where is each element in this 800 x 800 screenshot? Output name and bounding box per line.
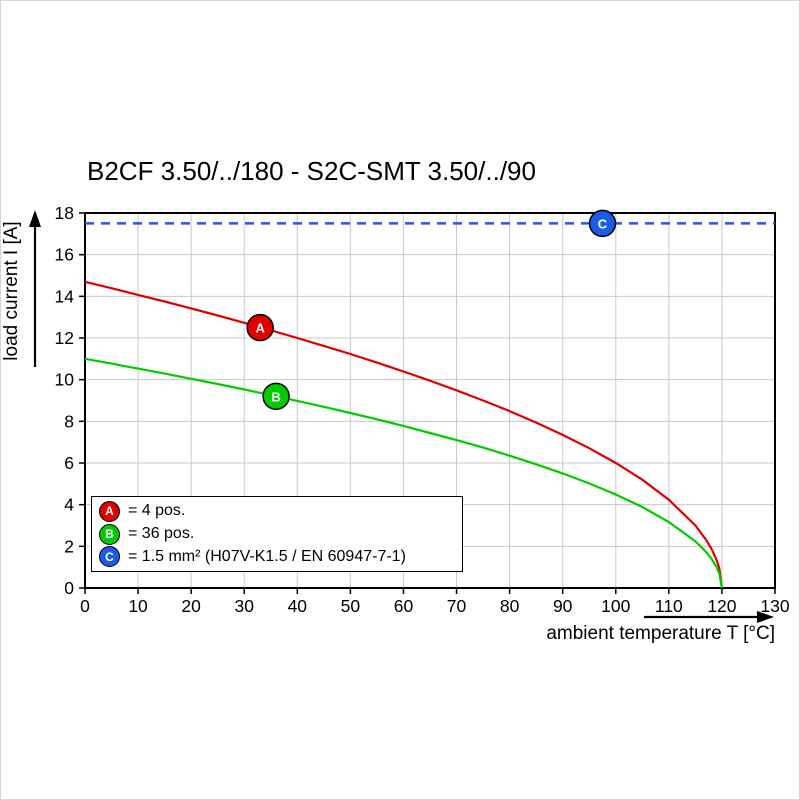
series-c-label: = 1.5 mm² (H07V-K1.5 / EN 60947-7-1) <box>128 547 406 565</box>
y-tick-label: 4 <box>64 495 74 515</box>
y-tick-label: 2 <box>64 536 74 556</box>
series-b-badge-icon: B <box>99 523 120 545</box>
y-tick-label: 0 <box>64 578 74 598</box>
series-marker-b: B <box>262 382 290 411</box>
legend-item-a: A = 4 pos. <box>99 500 458 522</box>
series-marker-circle <box>246 313 274 342</box>
series-a-label: = 4 pos. <box>128 502 186 520</box>
series-c-badge-icon: C <box>99 546 120 568</box>
y-tick-label: 14 <box>55 286 75 306</box>
y-axis-label: load current I [A] <box>1 221 22 360</box>
legend: A = 4 pos. B = 36 pos. C = 1.5 mm² (H07V… <box>91 496 463 572</box>
plot-border <box>84 212 776 589</box>
y-tick-label: 12 <box>55 328 74 348</box>
x-tick-label: 90 <box>553 596 573 616</box>
x-tick-label: 0 <box>80 596 90 616</box>
series-b-letter: B <box>105 527 114 541</box>
y-tick-label: 16 <box>55 245 74 265</box>
x-tick-label: 130 <box>760 596 789 616</box>
x-tick-label: 60 <box>394 596 414 616</box>
x-axis-label: ambient temperature T [°C] <box>546 623 775 644</box>
marker-layer: A B C <box>246 209 617 411</box>
series-b-label: = 36 pos. <box>128 525 195 542</box>
y-tick-label: 6 <box>64 453 74 473</box>
series-curve-b <box>84 357 723 589</box>
legend-item-c: C = 1.5 mm² (H07V-K1.5 / EN 60947-7-1) <box>99 546 458 568</box>
series-curve-a <box>84 280 723 589</box>
series-layer <box>84 222 775 589</box>
axis-layer: 0 10 20 30 40 50 60 70 80 90 100 110 120 130 0 2 4 6 8 10 12… <box>55 203 790 616</box>
x-tick-label: 50 <box>341 596 361 616</box>
x-tick-label: 80 <box>500 596 520 616</box>
series-marker-a: A <box>246 313 274 342</box>
x-tick-label: 10 <box>128 596 148 616</box>
x-tick-label: 70 <box>447 596 467 616</box>
grid-layer <box>85 213 775 588</box>
x-tick-label: 110 <box>655 596 683 616</box>
x-tick-label: 100 <box>601 596 630 616</box>
series-marker-circle <box>588 209 617 238</box>
x-tick-label: 20 <box>181 596 201 616</box>
legend-item-b: B = 36 pos. <box>99 523 458 545</box>
x-tick-label: 40 <box>288 596 308 616</box>
series-a-badge-icon: A <box>99 500 120 522</box>
series-marker-letter: B <box>271 389 280 404</box>
series-marker-c: C <box>588 209 617 238</box>
x-tick-label: 30 <box>234 596 254 616</box>
series-a-letter: A <box>105 504 114 519</box>
y-tick-label: 8 <box>64 411 74 431</box>
series-marker-letter: C <box>598 216 608 231</box>
series-c-letter: C <box>105 549 114 564</box>
y-axis-arrow-icon <box>29 210 41 367</box>
y-tick-label: 10 <box>55 370 75 390</box>
chart-title: B2CF 3.50/../180 - S2C-SMT 3.50/../90 <box>87 156 536 186</box>
x-tick-label: 120 <box>707 596 736 616</box>
x-axis-arrow-icon <box>644 611 774 623</box>
y-tick-label: 18 <box>55 203 74 223</box>
series-marker-letter: A <box>255 321 265 336</box>
series-marker-circle <box>262 382 290 411</box>
